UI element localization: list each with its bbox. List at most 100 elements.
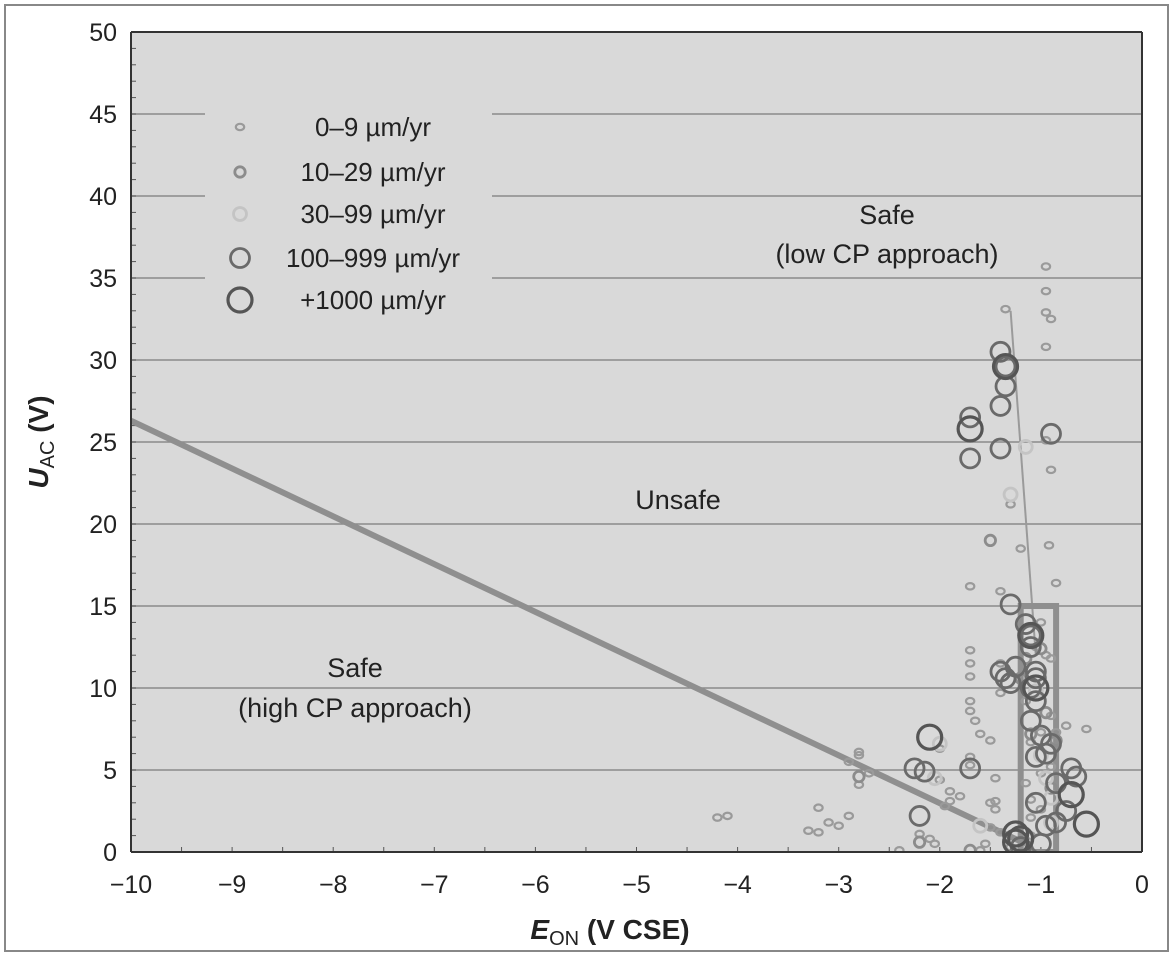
data-point-size-1 [939,801,951,811]
data-point-size-2 [963,843,977,852]
data-point-size-1 [964,760,976,770]
data-point-size-4 [913,760,936,783]
data-point-size-1 [712,813,723,822]
data-point-size-1 [853,747,865,757]
data-point-size-4 [1024,690,1047,713]
data-point-size-1 [1050,578,1062,588]
data-point-size-1 [924,834,935,844]
legend-label-3: 30–99 µm/yr [300,199,445,229]
y-axis-title-group: UAC (V) [23,395,59,488]
data-point-size-4 [959,447,982,470]
data-point-size-1 [995,586,1006,596]
safe-high-label-line1: Safe [327,653,383,683]
data-point-size-4 [903,757,926,780]
data-point-size-1 [1081,724,1092,734]
data-point-size-5 [991,352,1020,381]
data-point-size-1 [964,672,976,681]
data-point-size-1 [954,791,966,801]
data-point-size-1 [813,803,824,813]
y-tick-label: 35 [89,265,117,293]
data-point-size-4 [989,395,1012,417]
data-point-size-1 [974,729,986,739]
y-tick-label: 0 [103,839,117,867]
data-point-size-1 [1040,342,1052,352]
data-point-size-1 [985,736,996,745]
data-point-size-1 [990,796,1001,806]
data-point-size-1 [929,839,941,849]
data-point-size-4 [1065,765,1088,788]
data-point-size-4 [1035,742,1057,765]
data-point-size-3 [972,817,989,834]
data-point-size-5 [1022,674,1050,702]
y-tick-label: 50 [89,19,117,47]
data-point-size-3 [1017,439,1034,455]
high-cp-boundary [131,417,1027,847]
data-point-size-1 [803,826,814,835]
y-axis-title-main: U [23,468,54,489]
x-axis-title-sub: ON [549,928,579,950]
data-point-size-5 [916,723,944,751]
data-point-size-1 [964,696,976,706]
x-axis-title-rest: (V CSE) [579,914,689,945]
x-tick-label: −3 [824,871,853,899]
data-point-size-1 [1060,721,1072,731]
y-tick-label: 5 [103,757,117,785]
legend-marker-5 [226,286,254,314]
data-point-size-5 [1002,828,1030,852]
data-point-size-1 [1040,262,1052,271]
x-tick-label: −1 [1027,871,1056,899]
data-point-size-3 [1002,486,1019,503]
data-point-size-2 [983,533,997,548]
data-point-size-4 [994,375,1017,398]
data-point-size-4 [1019,636,1042,658]
data-point-size-1 [964,706,976,716]
data-point-size-1 [1015,544,1026,553]
x-tick-label: −8 [319,871,348,899]
data-point-size-1 [843,757,855,767]
data-point-size-1 [964,582,976,591]
data-point-size-1 [1035,618,1047,627]
y-tick-label: 25 [89,429,117,457]
data-point-size-1 [969,716,981,726]
y-tick-label: 10 [89,675,117,703]
data-point-size-1 [944,787,956,796]
unsafe-label: Unsafe [635,485,721,515]
data-point-size-1 [1000,304,1011,314]
data-point-size-5 [1072,810,1100,838]
data-point-size-1 [833,821,844,831]
legend-background [205,100,492,330]
y-tick-label: 15 [89,593,117,621]
data-point-size-1 [1045,654,1057,663]
data-point-size-1 [1025,813,1037,822]
y-axis-title: UAC (V) [23,395,59,488]
legend-marker-4 [229,247,251,269]
data-point-size-1 [1020,778,1031,788]
data-point-size-1 [1040,286,1052,296]
data-point-size-2 [912,835,927,849]
data-points [712,262,1100,852]
data-point-size-5 [1002,820,1030,848]
data-point-size-1 [1045,465,1057,475]
data-point-size-5 [1017,621,1045,650]
legend-marker-3 [232,206,248,222]
legend: 0–9 µm/yr 10–29 µm/yr 30–99 µm/yr 100–999 µ… [226,112,460,315]
data-point-size-4 [989,340,1012,363]
data-point-size-4 [959,406,982,429]
safe-low-label-line2: (low CP approach) [775,239,998,269]
data-point-size-5 [1007,825,1035,852]
y-tick-label: 20 [89,511,117,539]
data-point-size-3 [1027,683,1044,700]
data-point-size-1 [1045,762,1057,772]
data-point-size-1 [980,839,991,849]
data-point-size-1 [863,768,875,778]
data-point-size-1 [964,659,976,668]
data-point-size-4 [989,437,1012,460]
legend-label-2: 10–29 µm/yr [300,157,445,187]
x-tick-label: 0 [1135,871,1149,899]
data-point-size-1 [995,688,1006,698]
y-tick-label: 30 [89,347,117,375]
data-point-size-3 [931,735,948,752]
x-tick-label: −7 [420,871,449,899]
x-tick-label: −4 [723,871,752,899]
